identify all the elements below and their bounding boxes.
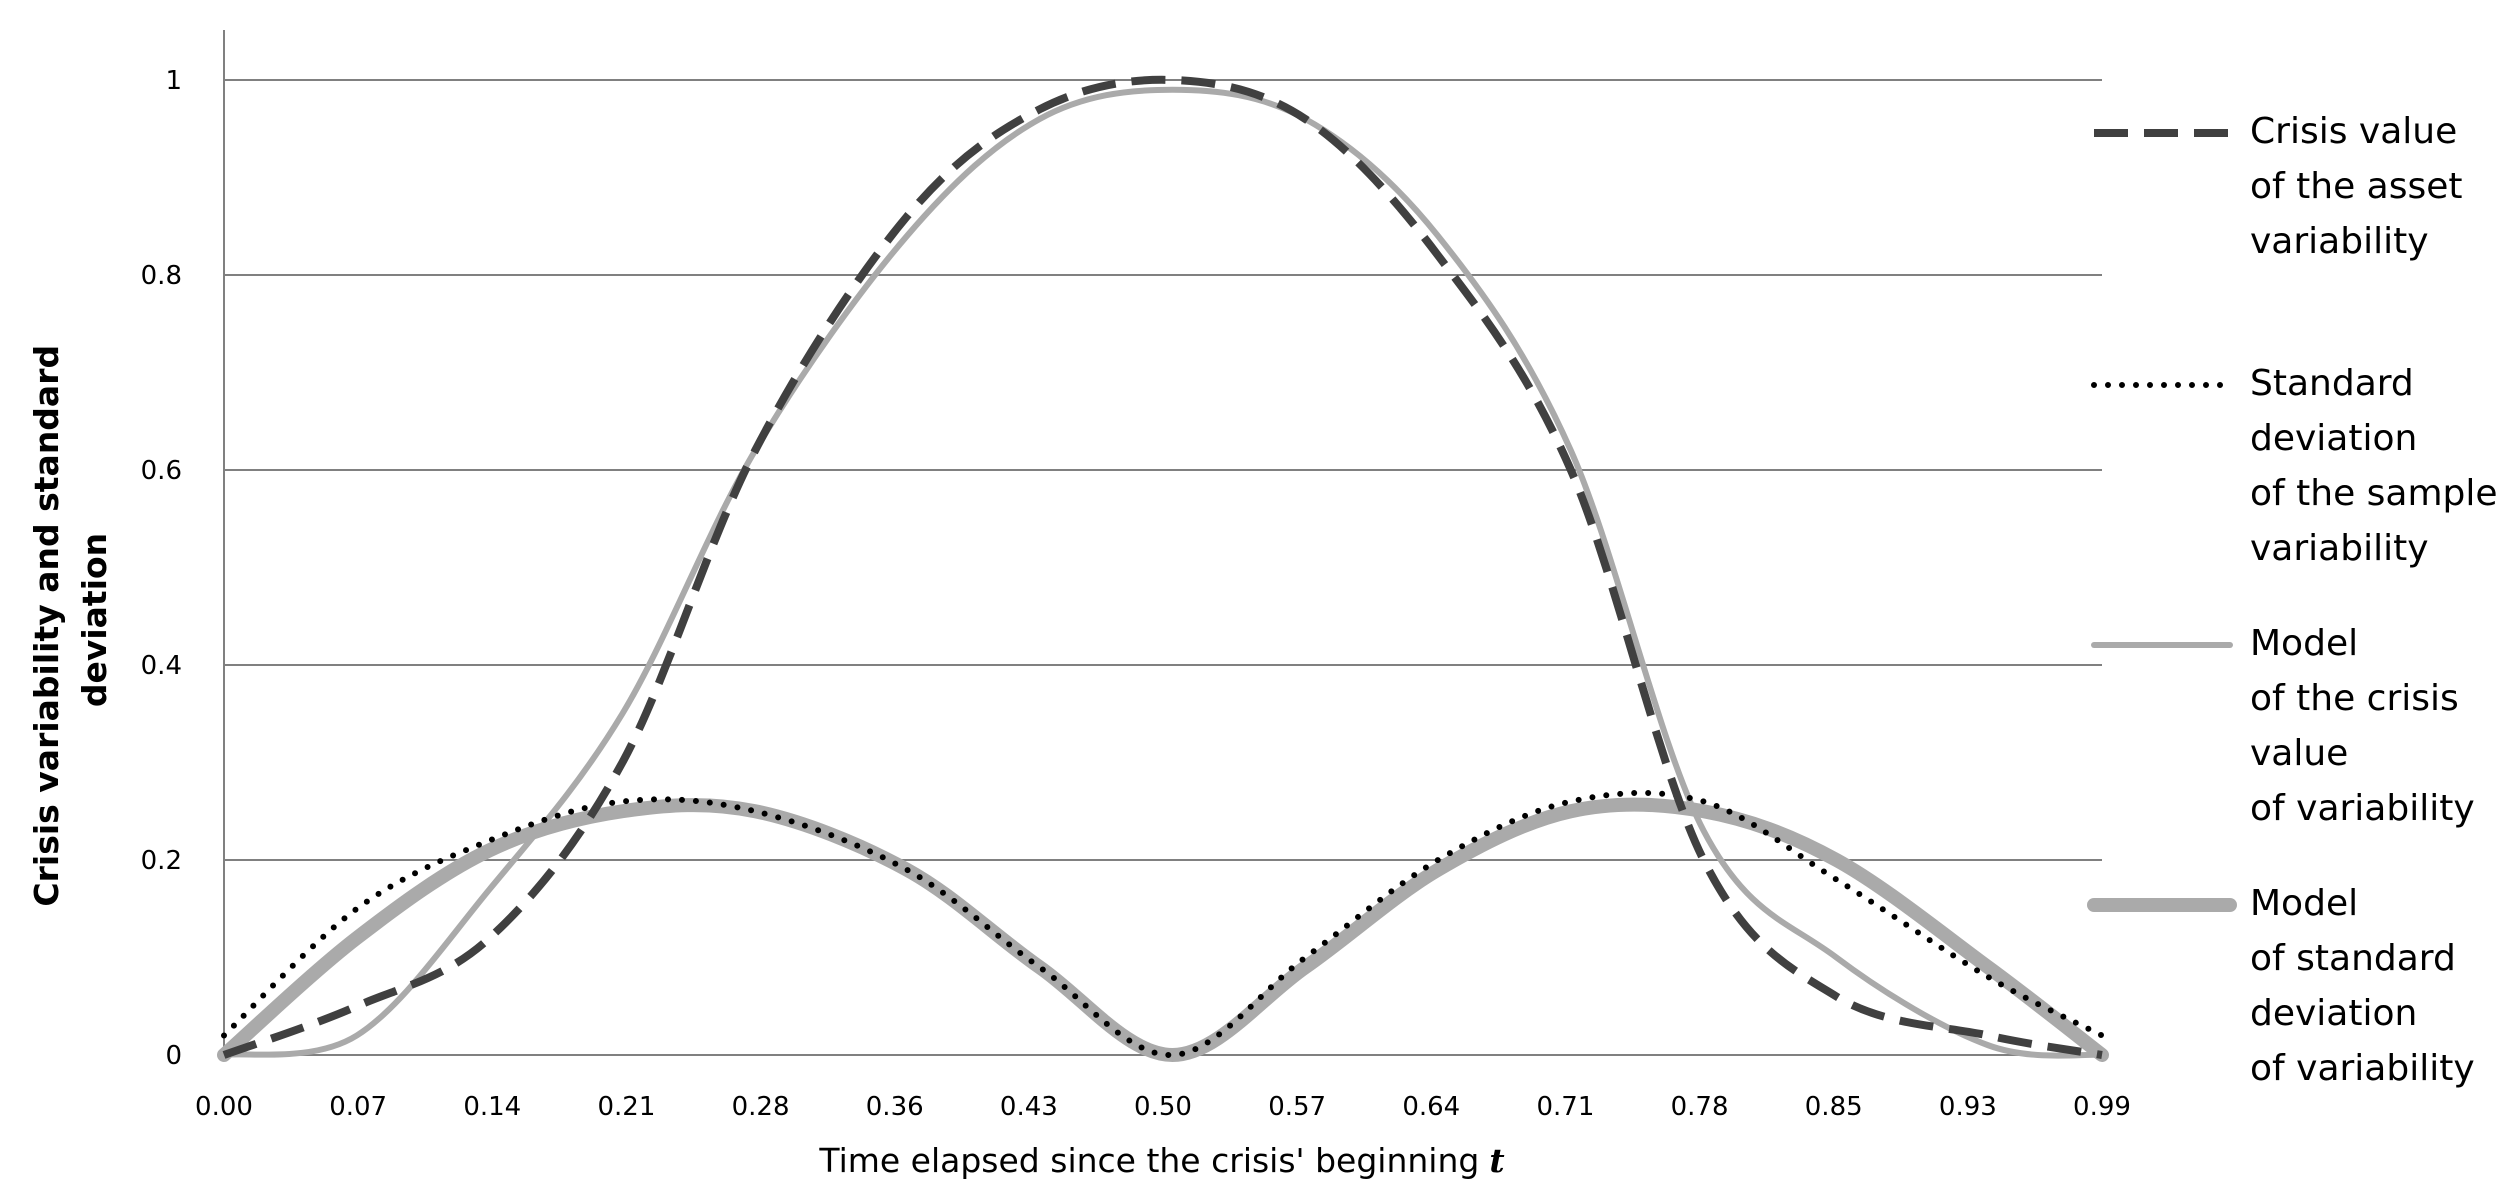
- y-tick-label: 1: [165, 66, 182, 96]
- legend-label-line: of variability: [2250, 788, 2475, 829]
- x-tick-label: 0.93: [1939, 1092, 1997, 1122]
- legend-label-1: Crisis value of the asset variability: [2250, 111, 2463, 262]
- x-tick-label: 0.57: [1268, 1092, 1326, 1122]
- gridlines: [224, 79, 2102, 861]
- series-line-3: [221, 86, 2105, 1059]
- x-tick-label: 0.85: [1805, 1092, 1863, 1122]
- y-axis-title-line-2: deviation: [75, 533, 114, 707]
- axes: [223, 30, 2102, 1056]
- x-axis-title-text: Time elapsed since the crisis' beginning: [818, 1141, 1479, 1180]
- y-axis-title: Crisis variability and standard deviatio…: [27, 333, 114, 906]
- x-tick-label: 0.14: [463, 1092, 521, 1122]
- legend-label-line: of the asset: [2250, 166, 2463, 207]
- legend-label-line: of the crisis: [2250, 678, 2459, 719]
- legend-label-2: Standard deviation of the sample variabilit…: [2250, 363, 2498, 569]
- series-lines: [217, 75, 2109, 1062]
- x-tick-label: 0.78: [1671, 1092, 1729, 1122]
- y-tick-label: 0.8: [141, 261, 182, 291]
- x-axis-variable: t: [1489, 1141, 1504, 1180]
- x-tick-label: 0.99: [2073, 1092, 2131, 1122]
- y-tick-labels: 0 0.2 0.4 0.6 0.8 1: [141, 66, 182, 1071]
- legend-label-3: Model of the crisis value of variability: [2250, 623, 2475, 829]
- x-tick-label: 0.71: [1536, 1092, 1594, 1122]
- y-tick-label: 0: [165, 1041, 182, 1071]
- x-tick-label: 0.43: [1000, 1092, 1058, 1122]
- legend-label-line: deviation: [2250, 993, 2417, 1034]
- legend-label-line: value: [2250, 733, 2348, 774]
- x-tick-label: 0.00: [195, 1092, 253, 1122]
- x-axis-title: Time elapsed since the crisis' beginning…: [818, 1141, 1504, 1180]
- y-tick-label: 0.4: [141, 651, 182, 681]
- legend-label-4: Model of standard deviation of variability: [2250, 883, 2475, 1089]
- legend-label-line: of the sample: [2250, 473, 2498, 514]
- legend-label-line: Crisis value: [2250, 111, 2457, 152]
- x-tick-label: 0.36: [866, 1092, 924, 1122]
- legend-label-line: of standard: [2250, 938, 2456, 979]
- legend-label-line: variability: [2250, 221, 2429, 262]
- legend-label-line: Standard: [2250, 363, 2414, 404]
- x-tick-label: 0.28: [732, 1092, 790, 1122]
- legend-label-line: deviation: [2250, 418, 2417, 459]
- y-tick-label: 0.2: [141, 846, 182, 876]
- x-tick-label: 0.21: [597, 1092, 655, 1122]
- legend-label-line: Model: [2250, 623, 2358, 664]
- series-line-1: [222, 75, 2103, 1059]
- y-tick-label: 0.6: [141, 456, 182, 486]
- legend-label-line: Model: [2250, 883, 2358, 924]
- legend: Crisis value of the asset variabilityStand…: [2087, 111, 2498, 1089]
- x-tick-label: 0.50: [1134, 1092, 1192, 1122]
- x-tick-label: 0.07: [329, 1092, 387, 1122]
- legend-label-line: of variability: [2250, 1048, 2475, 1089]
- legend-label-line: variability: [2250, 528, 2429, 569]
- x-tick-labels: 0.00 0.07 0.14 0.21 0.28 0.36 0.43 0.50 0.57 0.64…: [195, 1092, 2131, 1122]
- series-line-4: [217, 797, 2109, 1062]
- x-tick-label: 0.64: [1402, 1092, 1460, 1122]
- y-axis-title-line-1: Crisis variability and standard: [27, 345, 66, 907]
